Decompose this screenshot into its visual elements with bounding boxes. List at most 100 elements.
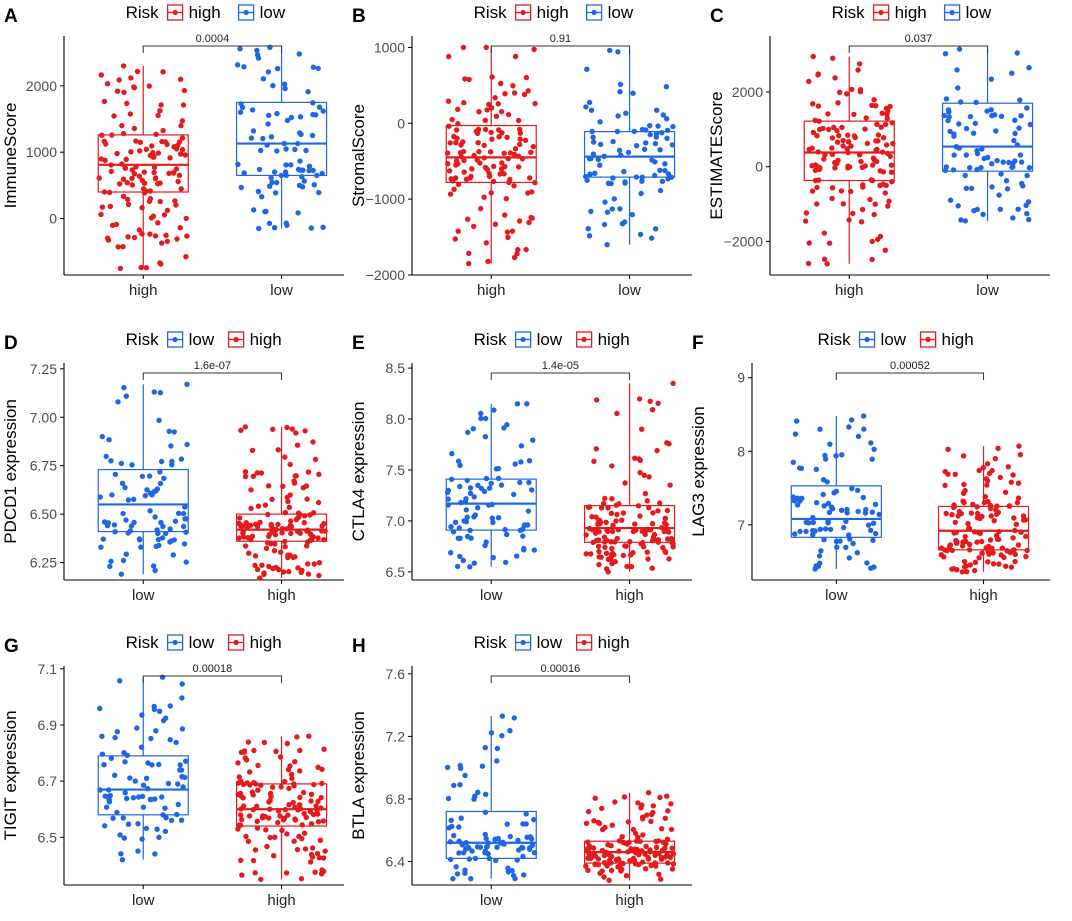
significance-bracket: 0.00018 — [142, 663, 283, 683]
data-point — [151, 703, 157, 710]
data-point — [262, 502, 269, 508]
data-point — [953, 540, 960, 546]
data-point — [666, 441, 672, 447]
data-point — [968, 185, 975, 192]
data-point — [584, 177, 590, 183]
data-point — [593, 397, 600, 403]
data-point — [155, 112, 161, 119]
data-point — [241, 64, 247, 70]
data-point — [255, 503, 262, 509]
data-point — [639, 174, 645, 180]
data-point — [286, 504, 292, 510]
data-point — [140, 782, 147, 788]
data-point — [962, 487, 968, 494]
data-point — [107, 563, 113, 570]
data-point — [450, 529, 457, 535]
data-point — [166, 170, 172, 176]
data-point — [98, 211, 104, 218]
data-point — [517, 141, 523, 148]
data-point — [885, 150, 891, 157]
data-point — [141, 169, 147, 175]
data-point — [321, 537, 327, 543]
data-point — [941, 112, 947, 119]
data-point — [120, 176, 127, 182]
data-point — [963, 125, 970, 132]
p-value-label: 0.00052 — [890, 360, 930, 372]
data-point — [302, 428, 308, 434]
legend-label-low: low — [608, 3, 634, 22]
y-axis-title: PDCD1 expression — [1, 399, 20, 544]
data-point — [665, 860, 671, 866]
data-point — [237, 109, 244, 115]
x-tick-label: high — [615, 587, 643, 604]
data-point — [161, 212, 168, 218]
data-point — [822, 152, 828, 158]
data-point — [180, 102, 187, 108]
data-point — [877, 233, 884, 240]
data-point — [96, 175, 103, 181]
data-point — [100, 536, 107, 542]
legend-label-high: high — [942, 330, 974, 349]
data-point — [975, 529, 982, 536]
data-point — [249, 447, 256, 454]
data-point — [273, 748, 279, 754]
data-point — [608, 180, 614, 187]
legend: Risk low high — [818, 330, 974, 349]
data-point — [1012, 558, 1018, 565]
data-point — [651, 531, 658, 538]
data-point — [593, 446, 599, 452]
data-point — [627, 857, 633, 864]
data-point — [966, 547, 973, 553]
data-point — [648, 818, 654, 825]
data-point — [172, 198, 178, 204]
data-point — [176, 510, 182, 516]
data-point — [136, 173, 143, 179]
data-point — [792, 431, 799, 437]
data-point — [667, 482, 673, 488]
data-point — [109, 132, 115, 138]
data-point — [1016, 125, 1022, 131]
data-point — [275, 447, 281, 453]
data-point — [472, 855, 479, 862]
data-point — [813, 500, 820, 506]
data-point — [888, 162, 895, 168]
data-point — [119, 122, 125, 129]
box-iqr — [790, 485, 882, 538]
data-point — [482, 809, 489, 815]
x-tick-label: high — [969, 587, 997, 604]
data-point — [147, 490, 153, 496]
data-point — [649, 521, 656, 527]
data-point — [284, 831, 290, 837]
data-point — [501, 150, 507, 156]
data-point — [268, 521, 274, 528]
data-point — [988, 107, 994, 113]
data-point — [982, 494, 988, 500]
data-point — [526, 219, 532, 226]
data-point — [974, 515, 981, 521]
data-point — [453, 140, 459, 146]
data-point — [259, 562, 265, 568]
data-point — [125, 821, 132, 827]
data-point — [637, 457, 643, 463]
panel-label: H — [352, 636, 366, 657]
data-point — [108, 458, 114, 464]
y-tick-label: 6.5 — [386, 564, 406, 580]
data-point — [833, 453, 839, 459]
data-point — [588, 853, 594, 859]
data-point — [158, 102, 164, 108]
data-point — [288, 523, 295, 530]
data-point — [844, 91, 850, 97]
data-point — [466, 845, 472, 851]
data-point — [492, 95, 498, 101]
data-point — [303, 483, 310, 489]
box-high — [235, 733, 328, 883]
data-point — [655, 400, 661, 406]
data-point — [259, 194, 265, 200]
data-point — [310, 534, 316, 540]
data-point — [653, 131, 660, 137]
y-tick-label: 6.9 — [38, 717, 58, 733]
data-point — [670, 851, 677, 857]
data-point — [283, 172, 289, 179]
data-point — [143, 775, 150, 781]
data-point — [102, 823, 108, 829]
